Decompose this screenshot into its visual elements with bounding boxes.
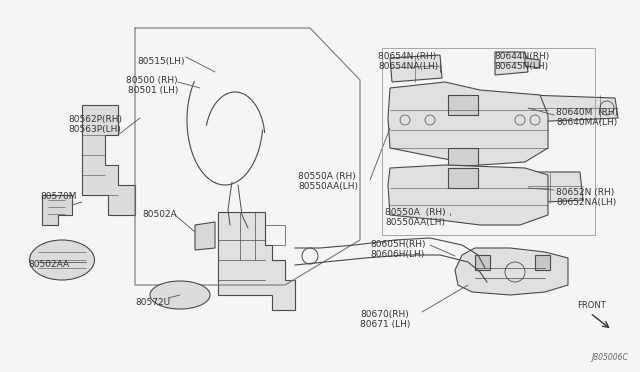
Text: FRONT: FRONT (577, 301, 605, 310)
Polygon shape (535, 255, 550, 270)
Polygon shape (388, 165, 548, 225)
Text: 80570M: 80570M (40, 192, 77, 201)
Text: 80644N(RH)
80645N(LH): 80644N(RH) 80645N(LH) (494, 52, 549, 71)
Text: 80652N (RH)
80652NA(LH): 80652N (RH) 80652NA(LH) (556, 188, 616, 208)
Text: 80515(LH): 80515(LH) (138, 57, 185, 66)
Polygon shape (448, 95, 478, 115)
Ellipse shape (150, 281, 210, 309)
Polygon shape (475, 255, 490, 270)
Text: 80640M  (RH)
80640MA(LH): 80640M (RH) 80640MA(LH) (556, 108, 618, 127)
Polygon shape (390, 55, 442, 82)
Polygon shape (388, 82, 548, 165)
Polygon shape (455, 248, 568, 295)
Polygon shape (218, 212, 295, 310)
Text: 80500 (RH)
80501 (LH): 80500 (RH) 80501 (LH) (126, 76, 178, 95)
Polygon shape (195, 222, 215, 250)
Text: 80572U: 80572U (135, 298, 170, 307)
Text: 80502AA: 80502AA (28, 260, 69, 269)
Text: 80550A  (RH)
80550AA(LH): 80550A (RH) 80550AA(LH) (385, 208, 445, 227)
Polygon shape (448, 148, 478, 165)
Polygon shape (495, 52, 528, 75)
Text: J805006C: J805006C (591, 353, 628, 362)
Polygon shape (528, 172, 583, 203)
Polygon shape (525, 58, 540, 68)
Ellipse shape (29, 240, 95, 280)
Text: 80550A (RH)
80550AA(LH): 80550A (RH) 80550AA(LH) (298, 172, 358, 192)
Polygon shape (448, 168, 478, 188)
Text: 80502A: 80502A (142, 210, 177, 219)
Polygon shape (528, 95, 618, 122)
Text: 80654N (RH)
80654NA(LH): 80654N (RH) 80654NA(LH) (378, 52, 438, 71)
Text: 80605H(RH)
80606H(LH): 80605H(RH) 80606H(LH) (370, 240, 426, 259)
Polygon shape (42, 195, 72, 225)
Polygon shape (82, 105, 135, 215)
Text: 80670(RH)
80671 (LH): 80670(RH) 80671 (LH) (360, 310, 410, 329)
Text: 80562P(RH)
80563P(LH): 80562P(RH) 80563P(LH) (68, 115, 122, 134)
